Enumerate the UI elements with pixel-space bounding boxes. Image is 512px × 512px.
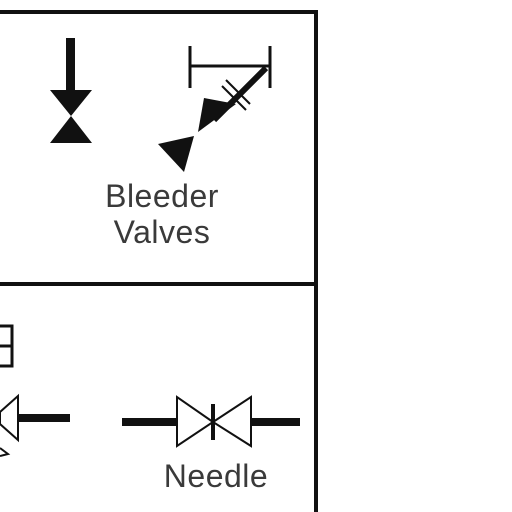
needle-valve-label: Needle [163, 458, 269, 494]
bleeder-upper-triangle [198, 98, 236, 132]
diagram-grid [0, 10, 318, 512]
stem-tick-1 [221, 85, 247, 111]
valve-lower-triangle [50, 116, 92, 143]
partial-valve-symbol-icon [0, 393, 70, 457]
stem-tick-2 [225, 79, 251, 105]
gate-valve-symbol-icon [50, 38, 92, 143]
bleeder-valves-label-line2: Valves [113, 214, 211, 250]
angle-bleeder-valve-symbol-icon [158, 46, 272, 172]
needle-valve-symbol-icon [122, 395, 300, 448]
valve-upper-triangle [50, 90, 92, 116]
partial-valve-seat [0, 447, 11, 457]
partial-valve-triangle [0, 393, 19, 443]
needle-right-triangle [211, 395, 252, 448]
bleeder-lower-triangle [158, 136, 194, 172]
partial-box-symbol-icon [0, 324, 14, 368]
bleeder-valves-label-line1: Bleeder [105, 178, 219, 214]
needle-left-triangle [176, 395, 215, 448]
bleeder-valves-label: Bleeder Valves [60, 178, 264, 250]
valve-stem [66, 38, 75, 94]
